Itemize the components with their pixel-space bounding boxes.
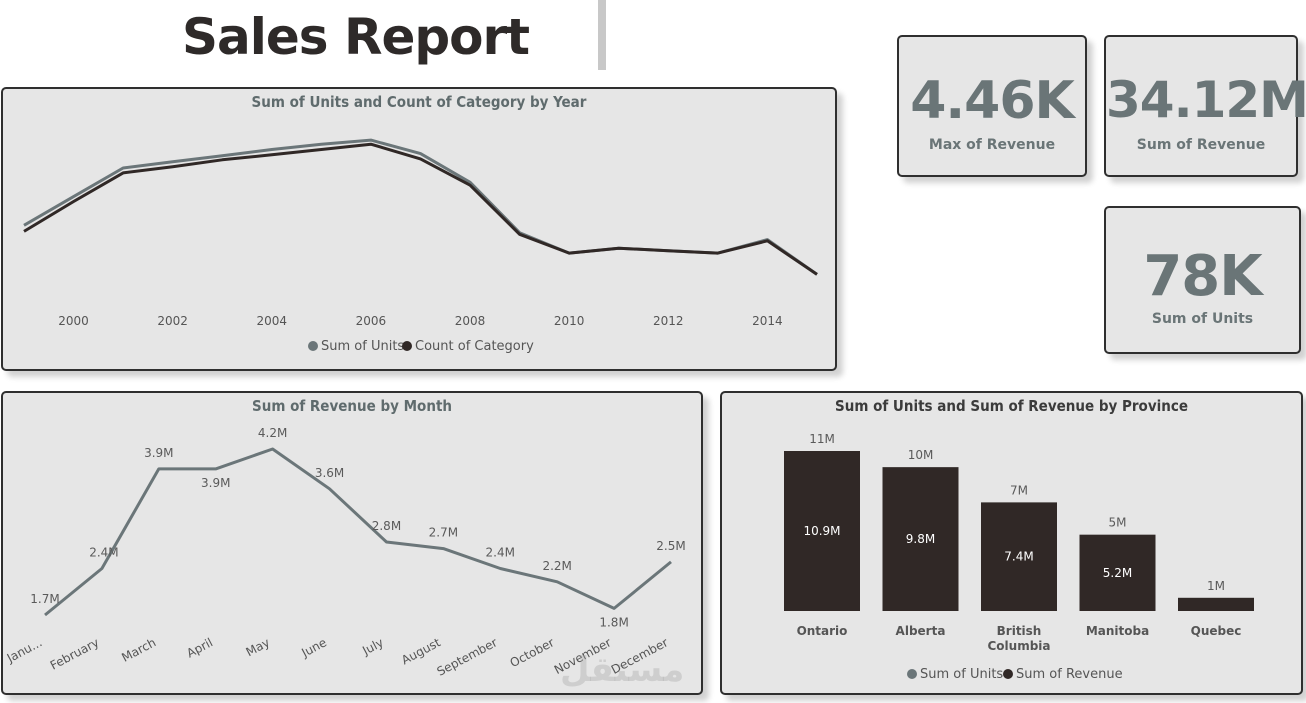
category-label: Manitoba <box>1086 624 1149 638</box>
legend-marker-2 <box>402 341 412 351</box>
x-tick-label: May <box>244 635 272 659</box>
data-label: 3.9M <box>201 476 230 490</box>
title-divider <box>598 0 606 70</box>
category-label: Columbia <box>987 639 1050 653</box>
data-label: 2.5M <box>656 539 685 553</box>
sum-revenue-value: 34.12M <box>1106 71 1306 129</box>
x-tick-label: 2008 <box>455 314 486 328</box>
x-tick-label: 2012 <box>653 314 684 328</box>
max-revenue-label: Max of Revenue <box>928 137 1056 153</box>
legend-label-1: Sum of Units <box>321 339 404 354</box>
legend-marker-1 <box>907 669 917 679</box>
legend-marker-1 <box>308 341 318 351</box>
legend-label-1: Sum of Units <box>920 667 1003 682</box>
x-tick-label: September <box>435 635 500 679</box>
x-tick-label: 2010 <box>554 314 585 328</box>
bar-ontario <box>784 451 860 611</box>
x-tick-label: Janu... <box>4 635 45 665</box>
category-label: Alberta <box>896 624 946 638</box>
category-label: Quebec <box>1191 624 1242 638</box>
units-data-label: 10M <box>908 448 934 462</box>
max-revenue-card[interactable]: 4.46K Max of Revenue <box>897 35 1087 177</box>
data-label: 2.7M <box>429 526 458 540</box>
data-label: 2.8M <box>372 519 401 533</box>
data-label: 2.4M <box>89 546 118 560</box>
monthly-chart-panel[interactable]: Sum of Revenue by Month 1.7M 2.4M 3.9M 3.9M… <box>1 391 703 695</box>
sum-units-value: 78K <box>1143 244 1262 309</box>
x-tick-label: June <box>298 635 329 660</box>
units-data-label: 11M <box>809 432 835 446</box>
sum-units-card[interactable]: 78K Sum of Units <box>1104 206 1301 354</box>
data-label: 4.2M <box>258 426 287 440</box>
watermark: مستقل <box>560 650 685 690</box>
province-chart-title: Sum of Units and Sum of Revenue by Provi… <box>835 397 1188 415</box>
yearly-chart-title: Sum of Units and Count of Category by Ye… <box>251 93 587 111</box>
x-tick-label: 2000 <box>58 314 89 328</box>
revenue-data-label: 5.2M <box>1103 566 1132 580</box>
x-tick-label: 2006 <box>356 314 387 328</box>
category-label: British <box>997 624 1042 638</box>
data-label: 1.8M <box>599 615 628 629</box>
bar-alberta <box>882 467 959 611</box>
legend-label-2: Sum of Revenue <box>1016 667 1123 682</box>
x-tick-label: October <box>508 635 557 670</box>
data-label: 2.4M <box>486 546 515 560</box>
x-tick-label: April <box>184 635 215 660</box>
x-tick-label: July <box>359 635 386 658</box>
category-label: Ontario <box>797 624 848 638</box>
units-data-label: 1M <box>1207 579 1225 593</box>
units-data-label: 7M <box>1010 483 1028 497</box>
revenue-data-label: 7.4M <box>1004 550 1033 564</box>
sum-revenue-label: Sum of Revenue <box>1136 137 1266 153</box>
data-label: 2.2M <box>542 559 571 573</box>
province-chart-panel[interactable]: Sum of Units and Sum of Revenue by Provi… <box>720 391 1303 695</box>
x-tick-label: 2002 <box>157 314 188 328</box>
monthly-chart-svg: 1.7M 2.4M 3.9M 3.9M 4.2M 3.6M 2.8M 2.7M 2.4M 2.2M… <box>4 426 686 679</box>
yearly-chart-panel[interactable]: Sum of Units and Count of Category by Ye… <box>1 87 837 371</box>
sum-units-label: Sum of Units <box>1151 311 1254 327</box>
bar-quebec <box>1178 597 1254 611</box>
series-line-count-of-category <box>23 142 818 276</box>
legend-label-2: Count of Category <box>415 339 534 354</box>
monthly-chart-title: Sum of Revenue by Month <box>251 397 453 415</box>
units-data-label: 5M <box>1109 516 1127 530</box>
data-label: 3.6M <box>315 466 344 480</box>
data-label: 1.7M <box>30 592 59 606</box>
max-revenue-value: 4.46K <box>910 71 1075 131</box>
report-title: Sales Report <box>182 8 530 66</box>
data-label: 3.9M <box>144 446 173 460</box>
revenue-data-label: 10.9M <box>803 524 840 538</box>
bar-manitoba <box>1079 534 1156 611</box>
revenue-data-label: 9.8M <box>906 532 935 546</box>
revenue-line <box>44 447 672 617</box>
x-tick-label: March <box>119 635 158 665</box>
bar-british-columbia <box>981 502 1057 611</box>
province-chart-svg: 11M 10.9M Ontario 10M 9.8M Alberta 7M 7.4M Briti… <box>784 432 1254 682</box>
x-tick-label: 2004 <box>257 314 288 328</box>
x-tick-label: 2014 <box>752 314 783 328</box>
x-tick-label: February <box>48 635 102 672</box>
sum-revenue-card[interactable]: 34.12M Sum of Revenue <box>1104 35 1306 177</box>
yearly-chart-svg: 2000 2002 2004 2006 2008 2010 2012 2014 Sum of U… <box>23 138 818 354</box>
x-tick-label: August <box>399 635 443 667</box>
legend-marker-2 <box>1003 669 1013 679</box>
